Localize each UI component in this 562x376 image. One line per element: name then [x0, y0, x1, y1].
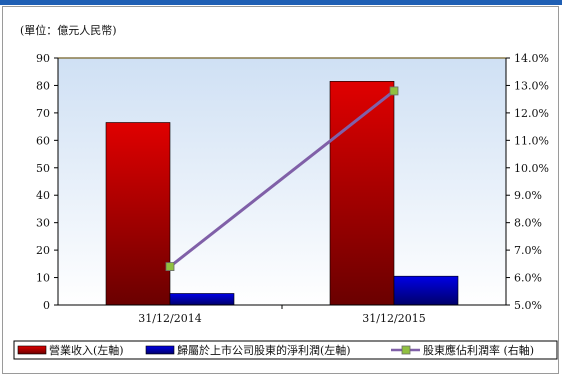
legend-label-net-profit: 歸屬於上市公司股東的淨利潤(左軸)	[177, 343, 351, 357]
legend-border	[13, 340, 558, 360]
right-tick-label: 10.0%	[514, 162, 549, 175]
left-axis: 0 10 20 30 40 50 60 70 80 90	[36, 52, 59, 312]
line-marker	[165, 262, 175, 271]
line-marker	[389, 86, 399, 96]
right-tick-label: 6.0%	[514, 272, 542, 285]
right-tick-label: 8.0%	[514, 217, 542, 230]
line-profit-margin	[169, 89, 395, 268]
right-tick-label: 5.0%	[514, 299, 542, 312]
x-tick-label: 31/12/2015	[362, 312, 425, 325]
right-tick-label: 14.0%	[514, 52, 549, 65]
left-tick-label: 50	[36, 162, 50, 175]
bar-net-profit	[393, 275, 459, 306]
x-axis: 31/12/2014 31/12/2015	[58, 304, 506, 325]
bar-net-profit	[169, 293, 235, 306]
legend-swatch-revenue	[17, 345, 47, 355]
right-axis: 5.0% 6.0% 7.0% 8.0% 9.0% 10.0% 11.0% 12.0% 13.0%…	[505, 52, 549, 312]
right-tick-label: 12.0%	[514, 107, 549, 120]
left-tick-label: 70	[36, 107, 50, 120]
legend-label-margin: 股東應佔利潤率 (右軸)	[423, 343, 534, 357]
legend-label-revenue: 營業收入(左軸)	[49, 343, 124, 357]
x-tick-label: 31/12/2014	[138, 312, 201, 325]
left-tick-label: 40	[36, 189, 50, 202]
left-tick-label: 30	[36, 217, 50, 230]
right-tick-label: 13.0%	[514, 79, 549, 92]
right-tick-label: 11.0%	[514, 134, 549, 147]
left-tick-label: 0	[43, 299, 50, 312]
top-accent-bar	[0, 0, 562, 5]
left-tick-label: 60	[36, 134, 50, 147]
line-series-group	[165, 86, 399, 271]
left-tick-label: 80	[36, 79, 50, 92]
right-tick-label: 7.0%	[514, 244, 542, 257]
unit-label: (單位：億元人民幣)	[20, 23, 117, 37]
left-tick-label: 90	[36, 52, 50, 65]
bar-revenue	[105, 122, 171, 306]
legend: 營業收入(左軸) 歸屬於上市公司股東的淨利潤(左軸) 股東應佔利潤率 (右軸)	[13, 340, 558, 360]
left-tick-label: 10	[36, 272, 50, 285]
legend-marker-margin	[401, 345, 411, 355]
left-tick-label: 20	[36, 244, 50, 257]
chart-border	[2, 6, 559, 374]
legend-swatch-net-profit	[145, 345, 175, 355]
right-tick-label: 9.0%	[514, 189, 542, 202]
